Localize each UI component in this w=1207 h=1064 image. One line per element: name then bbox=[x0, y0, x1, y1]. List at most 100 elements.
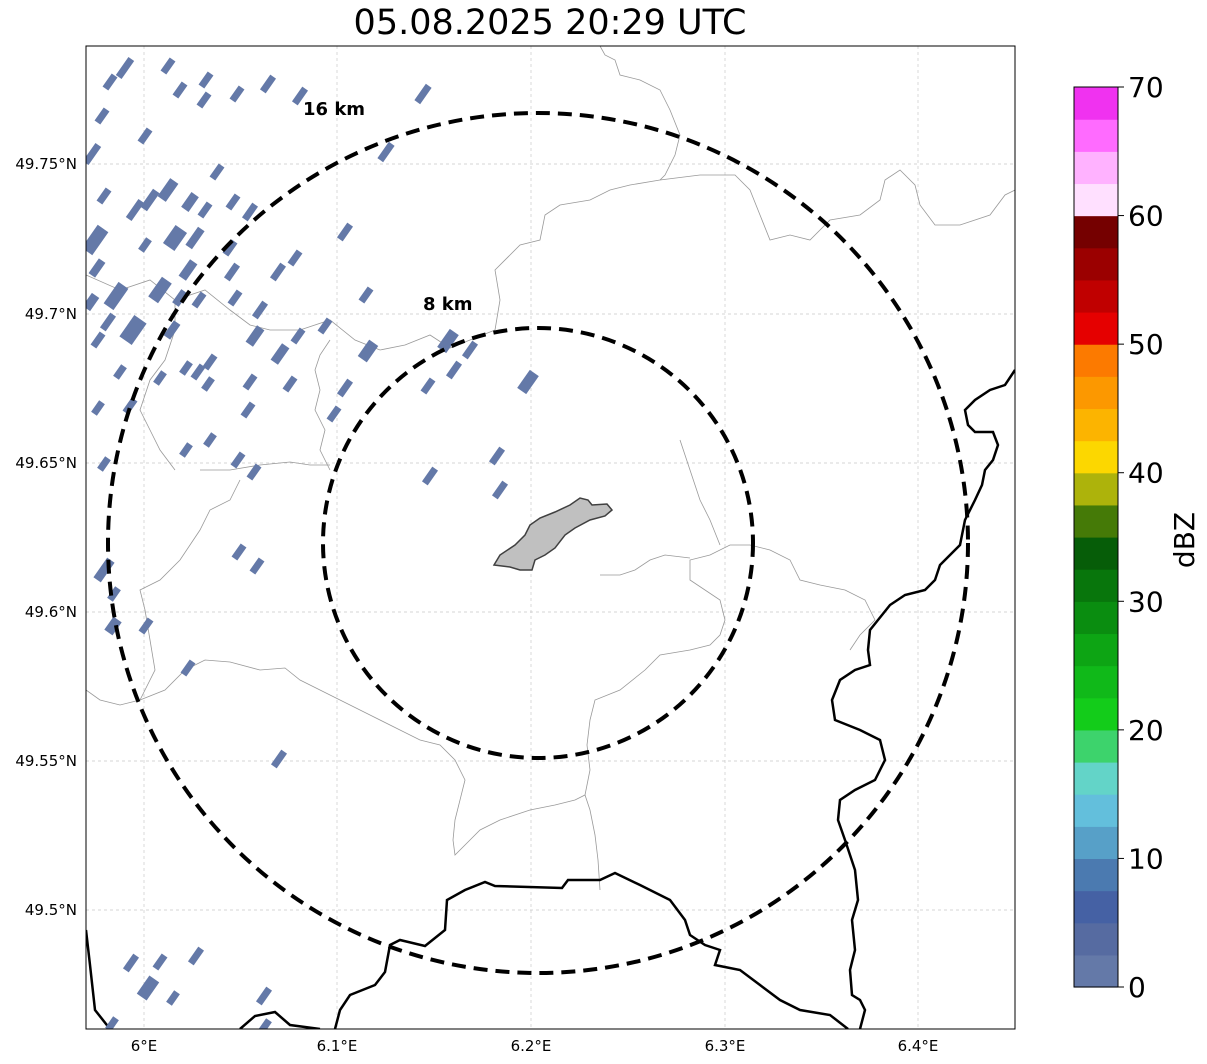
radar-echo-cell bbox=[138, 617, 154, 635]
colorbar-tick-label: 0 bbox=[1128, 971, 1146, 1004]
radar-echo-cell bbox=[166, 990, 180, 1006]
colorbar-tick-label: 70 bbox=[1128, 71, 1164, 104]
colorbar-segment bbox=[1074, 472, 1118, 506]
radar-echo-cell bbox=[287, 249, 303, 267]
radar-echo-cell bbox=[191, 291, 207, 309]
radar-echo-cell bbox=[181, 192, 199, 212]
radar-echo-cell bbox=[152, 953, 168, 971]
radar-echoes bbox=[86, 56, 539, 1029]
colorbar-tick-label: 20 bbox=[1128, 714, 1164, 747]
radar-echo-cell bbox=[203, 432, 217, 448]
radar-echo-cell bbox=[377, 141, 395, 163]
colorbar-segment bbox=[1074, 697, 1118, 731]
radar-echo-cell bbox=[270, 343, 290, 365]
lon-label: 6.3°E bbox=[705, 1037, 746, 1055]
radar-echo-cell bbox=[179, 442, 193, 458]
colorbar-segment bbox=[1074, 858, 1118, 892]
radar-echo-cell bbox=[230, 451, 246, 469]
colorbar-segment bbox=[1074, 440, 1118, 474]
colorbar-segment bbox=[1074, 151, 1118, 185]
ring-label-8km: 8 km bbox=[423, 294, 473, 315]
range-ring-16km bbox=[106, 111, 970, 975]
radar-echo-cell bbox=[317, 317, 333, 335]
radar-echo-cell bbox=[86, 142, 102, 166]
radar-echo-cell bbox=[198, 71, 214, 89]
radar-echo-cell bbox=[91, 400, 105, 416]
radar-echo-cell bbox=[178, 259, 198, 281]
colorbar-segment bbox=[1074, 119, 1118, 152]
radar-echo-cell bbox=[225, 193, 241, 211]
radar-echo-cell bbox=[96, 187, 112, 205]
radar-echo-cell bbox=[157, 178, 179, 202]
radar-echo-cell bbox=[488, 446, 506, 466]
radar-echo-cell bbox=[122, 397, 138, 415]
radar-echo-cell bbox=[113, 364, 127, 380]
lon-label: 6°E bbox=[131, 1037, 158, 1055]
map-title: 05.08.2025 20:29 UTC bbox=[353, 3, 747, 43]
radar-echo-cell bbox=[209, 163, 225, 181]
colorbar-segment bbox=[1074, 537, 1118, 570]
longitude-labels: 6°E 6.1°E 6.2°E 6.3°E 6.4°E bbox=[131, 1037, 939, 1055]
radar-echo-cell bbox=[291, 86, 309, 106]
colorbar-segment bbox=[1074, 312, 1118, 345]
colorbar-segment bbox=[1074, 569, 1118, 602]
radar-echo-cell bbox=[245, 325, 265, 347]
colorbar-segment bbox=[1074, 601, 1118, 635]
radar-echo-cell bbox=[172, 81, 188, 99]
colorbar-tick-label: 30 bbox=[1128, 585, 1164, 618]
radar-echo-cell bbox=[94, 107, 110, 125]
radar-echo-cell bbox=[86, 224, 109, 256]
radar-echo-cell bbox=[336, 222, 354, 242]
radar-echo-cell bbox=[88, 258, 106, 278]
radar-echo-cell bbox=[290, 327, 306, 345]
radar-echo-cell bbox=[240, 401, 256, 419]
colorbar-tick-label: 50 bbox=[1128, 328, 1164, 361]
radar-echo-cell bbox=[187, 946, 205, 966]
graticule bbox=[86, 46, 1015, 1029]
colorbar-segment bbox=[1074, 408, 1118, 442]
lat-label: 49.7°N bbox=[25, 305, 77, 323]
radar-echo-cell bbox=[357, 339, 379, 363]
radar-echo-cell bbox=[107, 586, 121, 602]
colorbar-segment bbox=[1074, 890, 1118, 924]
radar-echo-cell bbox=[491, 480, 509, 500]
radar-echo-cell bbox=[227, 289, 243, 307]
radar-echo-cell bbox=[190, 363, 206, 381]
colorbar-segment bbox=[1074, 344, 1118, 377]
radar-echo-cell bbox=[437, 328, 459, 354]
radar-echo-cell bbox=[242, 373, 258, 391]
radar-echo-cell bbox=[249, 557, 265, 575]
radar-echo-cell bbox=[222, 239, 238, 257]
latitude-labels: 49.75°N 49.7°N 49.65°N 49.6°N 49.55°N 49… bbox=[15, 155, 77, 919]
colorbar-segment bbox=[1074, 87, 1118, 120]
radar-echo-cell bbox=[241, 202, 259, 222]
map-area[interactable]: 8 km 16 km bbox=[82, 46, 1015, 1034]
radar-echo-cell bbox=[103, 281, 129, 311]
colorbar-segment bbox=[1074, 922, 1118, 956]
radar-echo-cell bbox=[223, 262, 241, 282]
colorbar-segment bbox=[1074, 376, 1118, 410]
colorbar-segment bbox=[1074, 826, 1118, 860]
lon-label: 6.4°E bbox=[898, 1037, 939, 1055]
radar-echo-cell bbox=[517, 369, 539, 395]
colorbar-segment bbox=[1074, 762, 1118, 795]
colorbar-segment bbox=[1074, 794, 1118, 827]
colorbar-segment bbox=[1074, 215, 1118, 249]
radar-echo-cell bbox=[137, 127, 153, 145]
radar-echo-cell bbox=[162, 224, 188, 252]
lat-label: 49.5°N bbox=[25, 901, 77, 919]
radar-echo-cell bbox=[358, 286, 374, 304]
colorbar-frame bbox=[1073, 86, 1119, 988]
national-border bbox=[86, 369, 1015, 1029]
radar-echo-cell bbox=[138, 237, 152, 253]
radar-echo-cell bbox=[136, 975, 160, 1001]
radar-echo-cell bbox=[461, 340, 479, 360]
lat-label: 49.75°N bbox=[15, 155, 77, 173]
radar-echo-cell bbox=[86, 292, 100, 312]
radar-echo-cell bbox=[421, 466, 439, 486]
radar-echo-cell bbox=[326, 405, 342, 423]
radar-echo-cell bbox=[104, 616, 122, 636]
lon-label: 6.1°E bbox=[317, 1037, 358, 1055]
city-area[interactable] bbox=[492, 497, 614, 571]
radar-echo-cell bbox=[172, 289, 188, 307]
